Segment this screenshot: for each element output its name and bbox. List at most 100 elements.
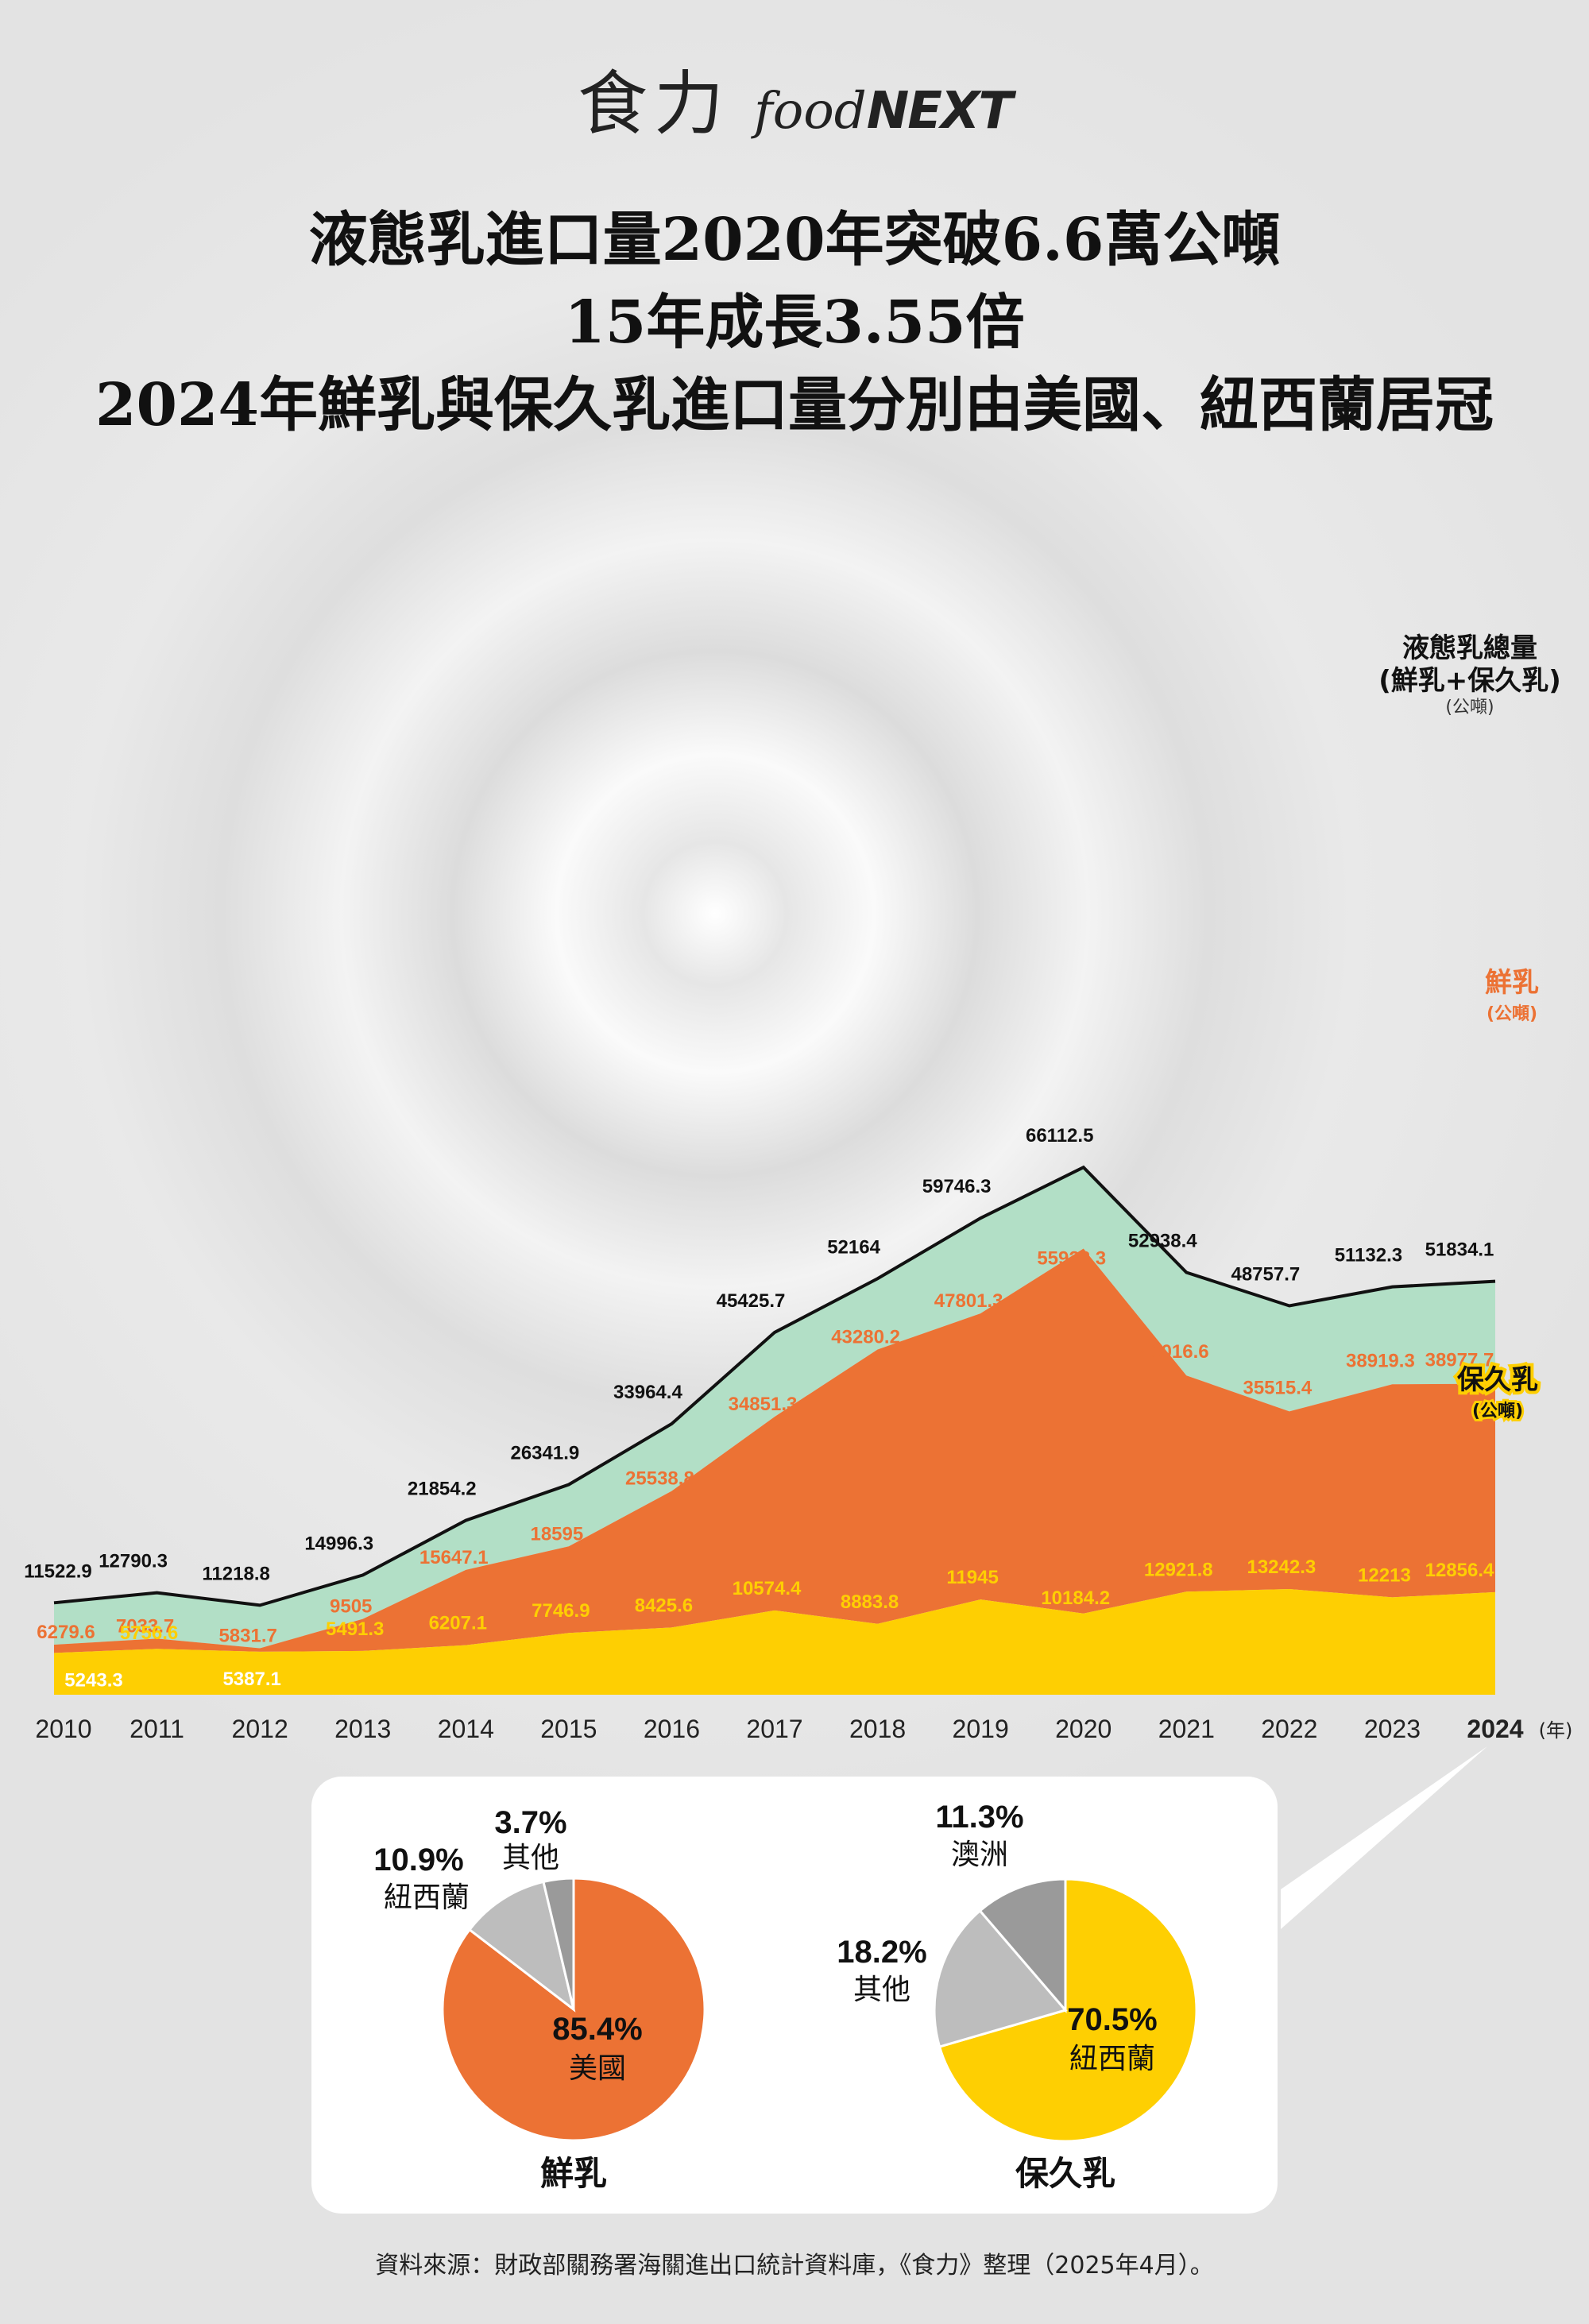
uht-data-label: 10574.4: [733, 1578, 802, 1599]
pie-slice-label: 澳洲: [951, 1839, 1008, 1871]
x-tick-label: 2018: [849, 1715, 906, 1743]
page-title: 液態乳進口量2020年突破6.6萬公噸 15年成長3.55倍 2024年鮮乳與保…: [0, 199, 1589, 447]
x-axis-unit: (年): [1539, 1719, 1573, 1742]
pie-slice-percent: 70.5%: [1067, 2002, 1157, 2037]
fresh-data-label: 34851.3: [729, 1394, 798, 1415]
uht-data-label: 12213: [1358, 1564, 1411, 1586]
series-label-fresh: 鮮乳: [1485, 967, 1539, 999]
fresh-data-label: 6279.6: [37, 1622, 95, 1643]
uht-data-label: 13242.3: [1247, 1556, 1316, 1578]
total-data-label: 11522.9: [24, 1560, 91, 1582]
pie-title: 保久乳: [1015, 2154, 1115, 2193]
fresh-data-label: 40016.6: [1140, 1341, 1209, 1363]
x-tick-label: 2020: [1055, 1715, 1112, 1743]
series-unit-fresh: (公噸): [1487, 1004, 1537, 1024]
pie-slice: [441, 1877, 706, 2142]
total-data-label: 33964.4: [613, 1382, 682, 1403]
total-data-label: 52938.4: [1128, 1230, 1197, 1251]
uht-data-label: 6207.1: [429, 1613, 487, 1634]
uht-data-label: 5243.3: [64, 1669, 122, 1691]
fresh-data-label: 55928.3: [1037, 1247, 1106, 1269]
x-tick-label: 2024: [1467, 1715, 1523, 1743]
total-line: [53, 1165, 1496, 1607]
x-tick-label: 2021: [1158, 1715, 1215, 1743]
fresh-data-label: 9505: [330, 1596, 372, 1618]
pie-slice-label: 紐西蘭: [384, 1881, 470, 1914]
series-unit-uht: (公噸): [1472, 1402, 1523, 1421]
x-tick-label: 2019: [953, 1715, 1009, 1743]
uht-data-label: 5387.1: [222, 1669, 280, 1690]
series-label-uht: 保久乳: [1457, 1364, 1538, 1396]
x-tick-label: 2011: [130, 1715, 184, 1743]
x-tick-label: 2013: [334, 1715, 391, 1743]
total-data-label: 45425.7: [717, 1290, 786, 1312]
total-data-label: 21854.2: [408, 1479, 477, 1500]
uht-data-label: 7746.9: [532, 1600, 590, 1622]
uht-data-label: 10184.2: [1041, 1587, 1110, 1609]
pie-slice-label: 紐西蘭: [1069, 2043, 1155, 2075]
pie-slice: [933, 1908, 1068, 2048]
pie-slice: [938, 1877, 1198, 2143]
pie-slice-percent: 85.4%: [552, 2012, 642, 2047]
callout-pointer: [1281, 1746, 1487, 1929]
source-note: 資料來源：財政部關務署海關進出口統計資料庫，《食力》整理（2025年4月）。: [375, 2252, 1214, 2280]
x-tick-label: 2014: [438, 1715, 494, 1743]
title-line-1: 液態乳進口量2020年突破6.6萬公噸: [308, 206, 1281, 274]
fresh-data-label: 18595: [530, 1523, 583, 1545]
total-data-label: 59746.3: [922, 1176, 992, 1197]
pie-slice: [978, 1877, 1067, 2014]
pie-slice-percent: 18.2%: [837, 1935, 926, 1970]
logo: 食力 foodNEXT: [0, 48, 1589, 149]
pie-title: 鮮乳: [540, 2154, 607, 2193]
x-tick-label: 2017: [746, 1715, 802, 1743]
x-tick-label: 2012: [232, 1715, 288, 1743]
fresh-data-label: 47801.3: [934, 1290, 1003, 1312]
pie-slice: [542, 1877, 575, 2010]
uht-data-label: 8883.8: [841, 1591, 899, 1613]
fresh-data-label: 38919.3: [1346, 1350, 1415, 1371]
fresh-data-label: 15647.1: [419, 1547, 489, 1568]
total-data-label: 12790.3: [99, 1551, 168, 1572]
x-tick-label: 2010: [35, 1715, 91, 1743]
logo-english: foodNEXT: [754, 82, 1013, 141]
series-label-total: 液態乳總量: [1402, 632, 1537, 664]
total-data-label: 14996.3: [304, 1533, 373, 1554]
title-line-3: 2024年鮮乳與保久乳進口量分別由美國、紐西蘭居冠: [95, 371, 1494, 439]
total-data-label: 26341.9: [510, 1443, 579, 1464]
fresh-data-label: 38977.7: [1425, 1350, 1494, 1371]
x-tick-label: 2015: [540, 1715, 597, 1743]
x-tick-label: 2023: [1364, 1715, 1421, 1743]
pie-slice-label: 其他: [502, 1842, 559, 1874]
uht-milk-area: [54, 1589, 1495, 1695]
total-area: [54, 1167, 1495, 1649]
total-data-label: 52164: [827, 1236, 880, 1258]
uht-data-label: 5756.6: [120, 1622, 178, 1644]
total-data-label: 66112.5: [1026, 1125, 1093, 1147]
fresh-data-label: 43280.2: [831, 1326, 900, 1348]
pie-slice: [467, 1880, 576, 2013]
x-tick-label: 2016: [644, 1715, 700, 1743]
uht-data-label: 12856.4: [1425, 1560, 1494, 1581]
x-tick-label: 2022: [1261, 1715, 1317, 1743]
series-label-total-sub: (鮮乳+保久乳): [1378, 665, 1561, 697]
total-data-label: 48757.7: [1231, 1263, 1300, 1285]
uht-data-label: 11945: [946, 1567, 998, 1588]
total-data-label: 51132.3: [1335, 1245, 1402, 1266]
fresh-milk-area: [54, 1248, 1495, 1653]
pie-slice-percent: 10.9%: [373, 1843, 463, 1877]
pie-slice-percent: 3.7%: [494, 1805, 566, 1840]
uht-data-label: 12921.8: [1144, 1559, 1213, 1580]
uht-data-label: 8425.6: [635, 1595, 693, 1616]
fresh-data-label: 7033.7: [116, 1615, 174, 1637]
pie-slice-label: 美國: [569, 2052, 626, 2085]
logo-chinese: 食力: [577, 63, 730, 145]
pie-slice-percent: 11.3%: [935, 1800, 1023, 1835]
fresh-data-label: 35515.4: [1243, 1377, 1312, 1398]
total-data-label: 51834.1: [1425, 1239, 1494, 1261]
fresh-data-label: 25538.8: [625, 1468, 694, 1490]
title-line-2: 15年成長3.55倍: [564, 288, 1025, 357]
fresh-data-label: 5831.7: [218, 1625, 276, 1646]
uht-data-label: 5491.3: [326, 1618, 384, 1640]
total-data-label: 11218.8: [202, 1563, 269, 1584]
